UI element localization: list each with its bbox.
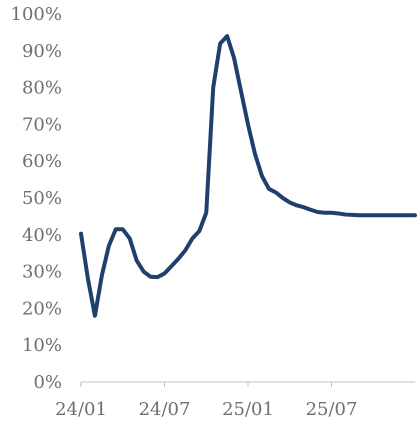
y-tick-label: 70%: [22, 114, 62, 135]
series-line-0: [81, 36, 415, 316]
y-tick-label: 0%: [33, 372, 62, 393]
x-tick-label: 25/01: [222, 399, 274, 420]
y-tick-label: 90%: [22, 41, 62, 62]
x-tick-label: 24/01: [55, 399, 107, 420]
y-tick-label: 50%: [22, 188, 62, 209]
x-tick-label: 24/07: [139, 399, 191, 420]
y-tick-label: 100%: [11, 4, 62, 25]
plot-area: 0% 10% 20% 30% 40% 50% 60% 70% 80% 90% 100% 24/01 24…: [11, 4, 415, 420]
y-tick-label: 80%: [22, 78, 62, 99]
y-tick-label: 20%: [22, 298, 62, 319]
y-tick-label: 10%: [22, 335, 62, 356]
x-tick-label: 25/07: [306, 399, 358, 420]
y-tick-label: 40%: [22, 225, 62, 246]
y-tick-label: 30%: [22, 262, 62, 283]
y-tick-label: 60%: [22, 151, 62, 172]
